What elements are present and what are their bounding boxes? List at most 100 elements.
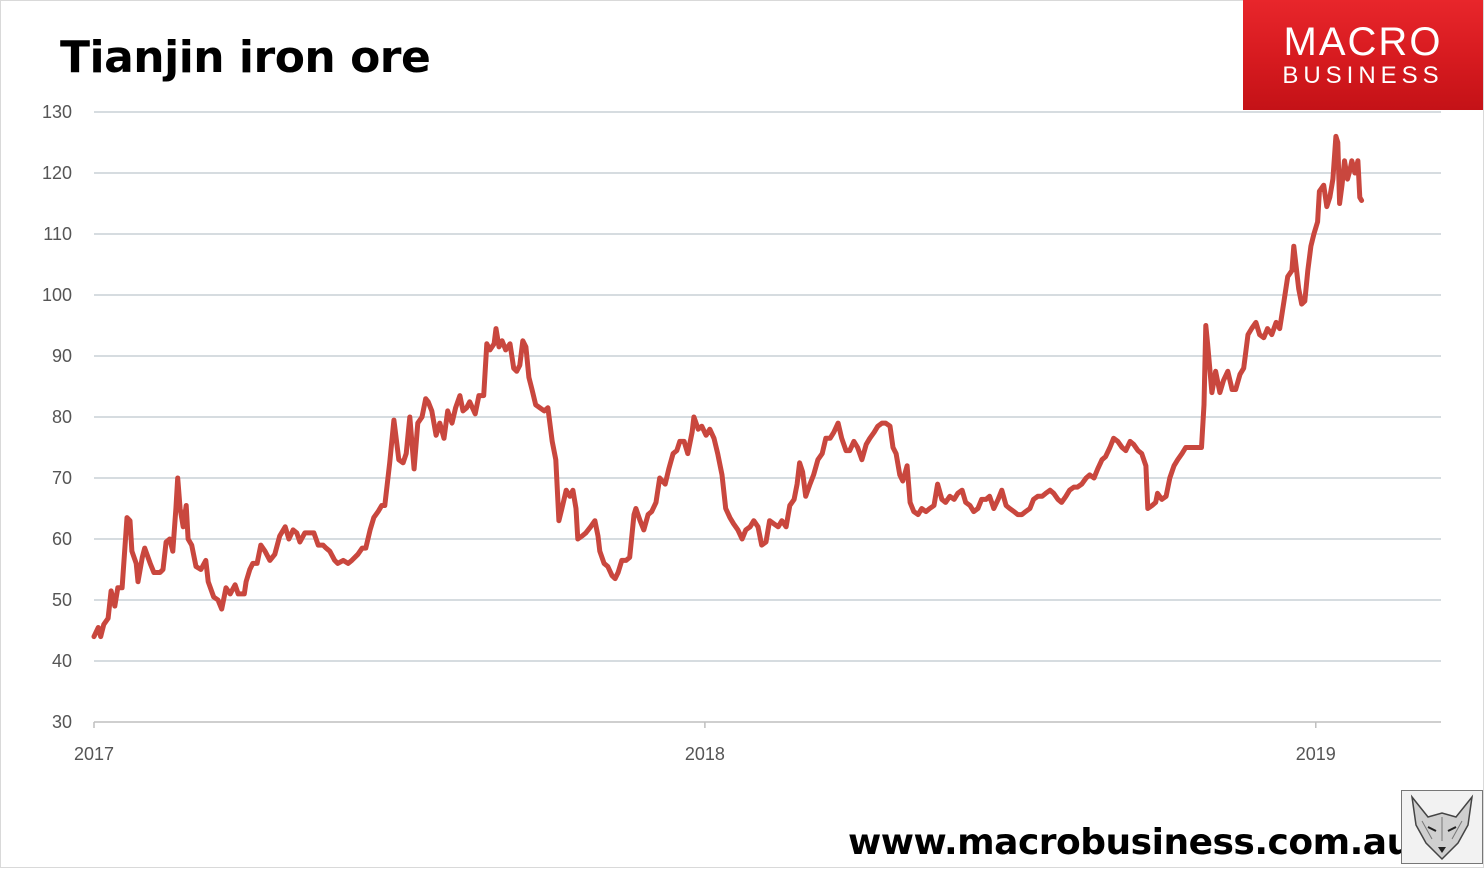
data-point	[172, 550, 174, 552]
data-point	[647, 514, 649, 516]
data-point	[597, 535, 599, 537]
data-point	[737, 529, 739, 531]
data-point	[558, 520, 560, 522]
data-point	[296, 532, 298, 534]
data-point	[110, 590, 112, 592]
data-point	[547, 407, 549, 409]
data-point	[885, 422, 887, 424]
data-point	[1255, 321, 1257, 323]
data-point	[347, 562, 349, 564]
data-point	[869, 437, 871, 439]
data-point	[761, 544, 763, 546]
data-point	[159, 572, 161, 573]
data-point	[799, 462, 801, 464]
data-point	[100, 636, 102, 638]
data-point	[1133, 443, 1135, 445]
data-point	[405, 453, 407, 455]
data-point	[459, 395, 461, 397]
data-point	[103, 623, 105, 625]
data-point	[1073, 486, 1075, 488]
data-point	[973, 511, 975, 513]
data-point	[207, 581, 209, 583]
data-point	[1227, 370, 1229, 372]
data-point	[489, 349, 491, 351]
data-point	[1235, 389, 1237, 390]
data-point	[393, 419, 395, 421]
data-point	[833, 431, 835, 433]
data-point	[1339, 203, 1341, 204]
data-point	[1332, 178, 1334, 180]
data-point	[1318, 190, 1320, 192]
fox-icon	[1401, 790, 1483, 864]
data-point	[683, 440, 685, 442]
data-point	[913, 511, 915, 513]
data-point	[1207, 343, 1209, 345]
series-line	[91, 133, 1365, 640]
data-point	[1279, 328, 1281, 330]
data-point	[1061, 501, 1063, 503]
data-point	[837, 422, 839, 424]
data-point	[288, 538, 290, 540]
data-point	[717, 453, 719, 455]
data-point	[945, 501, 947, 503]
data-point	[895, 453, 897, 455]
data-point	[611, 575, 613, 577]
data-point	[1239, 373, 1241, 375]
data-point	[1349, 169, 1351, 171]
data-point	[599, 550, 601, 552]
data-point	[431, 410, 433, 412]
data-point	[126, 517, 128, 519]
data-point	[1013, 511, 1015, 513]
data-point	[865, 443, 867, 445]
data-point	[528, 376, 530, 378]
data-point	[1157, 492, 1158, 494]
data-point	[1065, 495, 1067, 497]
x-tick-label: 2017	[74, 744, 114, 764]
data-point	[796, 483, 798, 485]
y-tick-label: 120	[42, 163, 72, 183]
data-point	[137, 581, 139, 583]
data-point	[881, 422, 883, 424]
data-point	[635, 508, 637, 509]
data-point	[274, 553, 276, 555]
data-point	[1337, 142, 1339, 143]
data-point	[929, 508, 931, 509]
data-point	[309, 532, 311, 534]
data-point	[121, 587, 123, 589]
data-point	[284, 526, 286, 528]
data-point	[413, 468, 415, 470]
data-point	[1025, 511, 1027, 513]
data-point	[607, 566, 609, 567]
data-point	[342, 559, 344, 561]
data-point	[1323, 184, 1325, 186]
y-axis-ticks: 30 40 50 60 70 80 90 100 110 120 130	[42, 102, 72, 732]
data-point	[256, 562, 258, 564]
data-point	[369, 529, 371, 531]
data-point	[1263, 337, 1265, 339]
data-point	[909, 501, 911, 503]
data-point	[249, 569, 251, 570]
data-point	[1301, 303, 1303, 305]
gridlines	[94, 111, 1441, 723]
data-point	[941, 498, 943, 500]
data-point	[299, 541, 301, 543]
data-point	[757, 526, 759, 528]
data-point	[234, 584, 236, 586]
data-point	[357, 553, 359, 555]
data-point	[292, 529, 294, 531]
data-point	[1129, 440, 1131, 442]
data-point	[691, 431, 693, 433]
data-point	[845, 450, 847, 452]
data-point	[961, 489, 963, 491]
data-point	[175, 508, 177, 509]
data-point	[114, 605, 116, 607]
data-point	[313, 532, 315, 534]
data-point	[813, 474, 815, 476]
data-point	[1085, 477, 1087, 479]
data-point	[1137, 450, 1139, 452]
data-point	[417, 422, 419, 424]
data-point	[853, 440, 855, 442]
data-point	[237, 593, 239, 595]
data-point	[861, 459, 863, 461]
